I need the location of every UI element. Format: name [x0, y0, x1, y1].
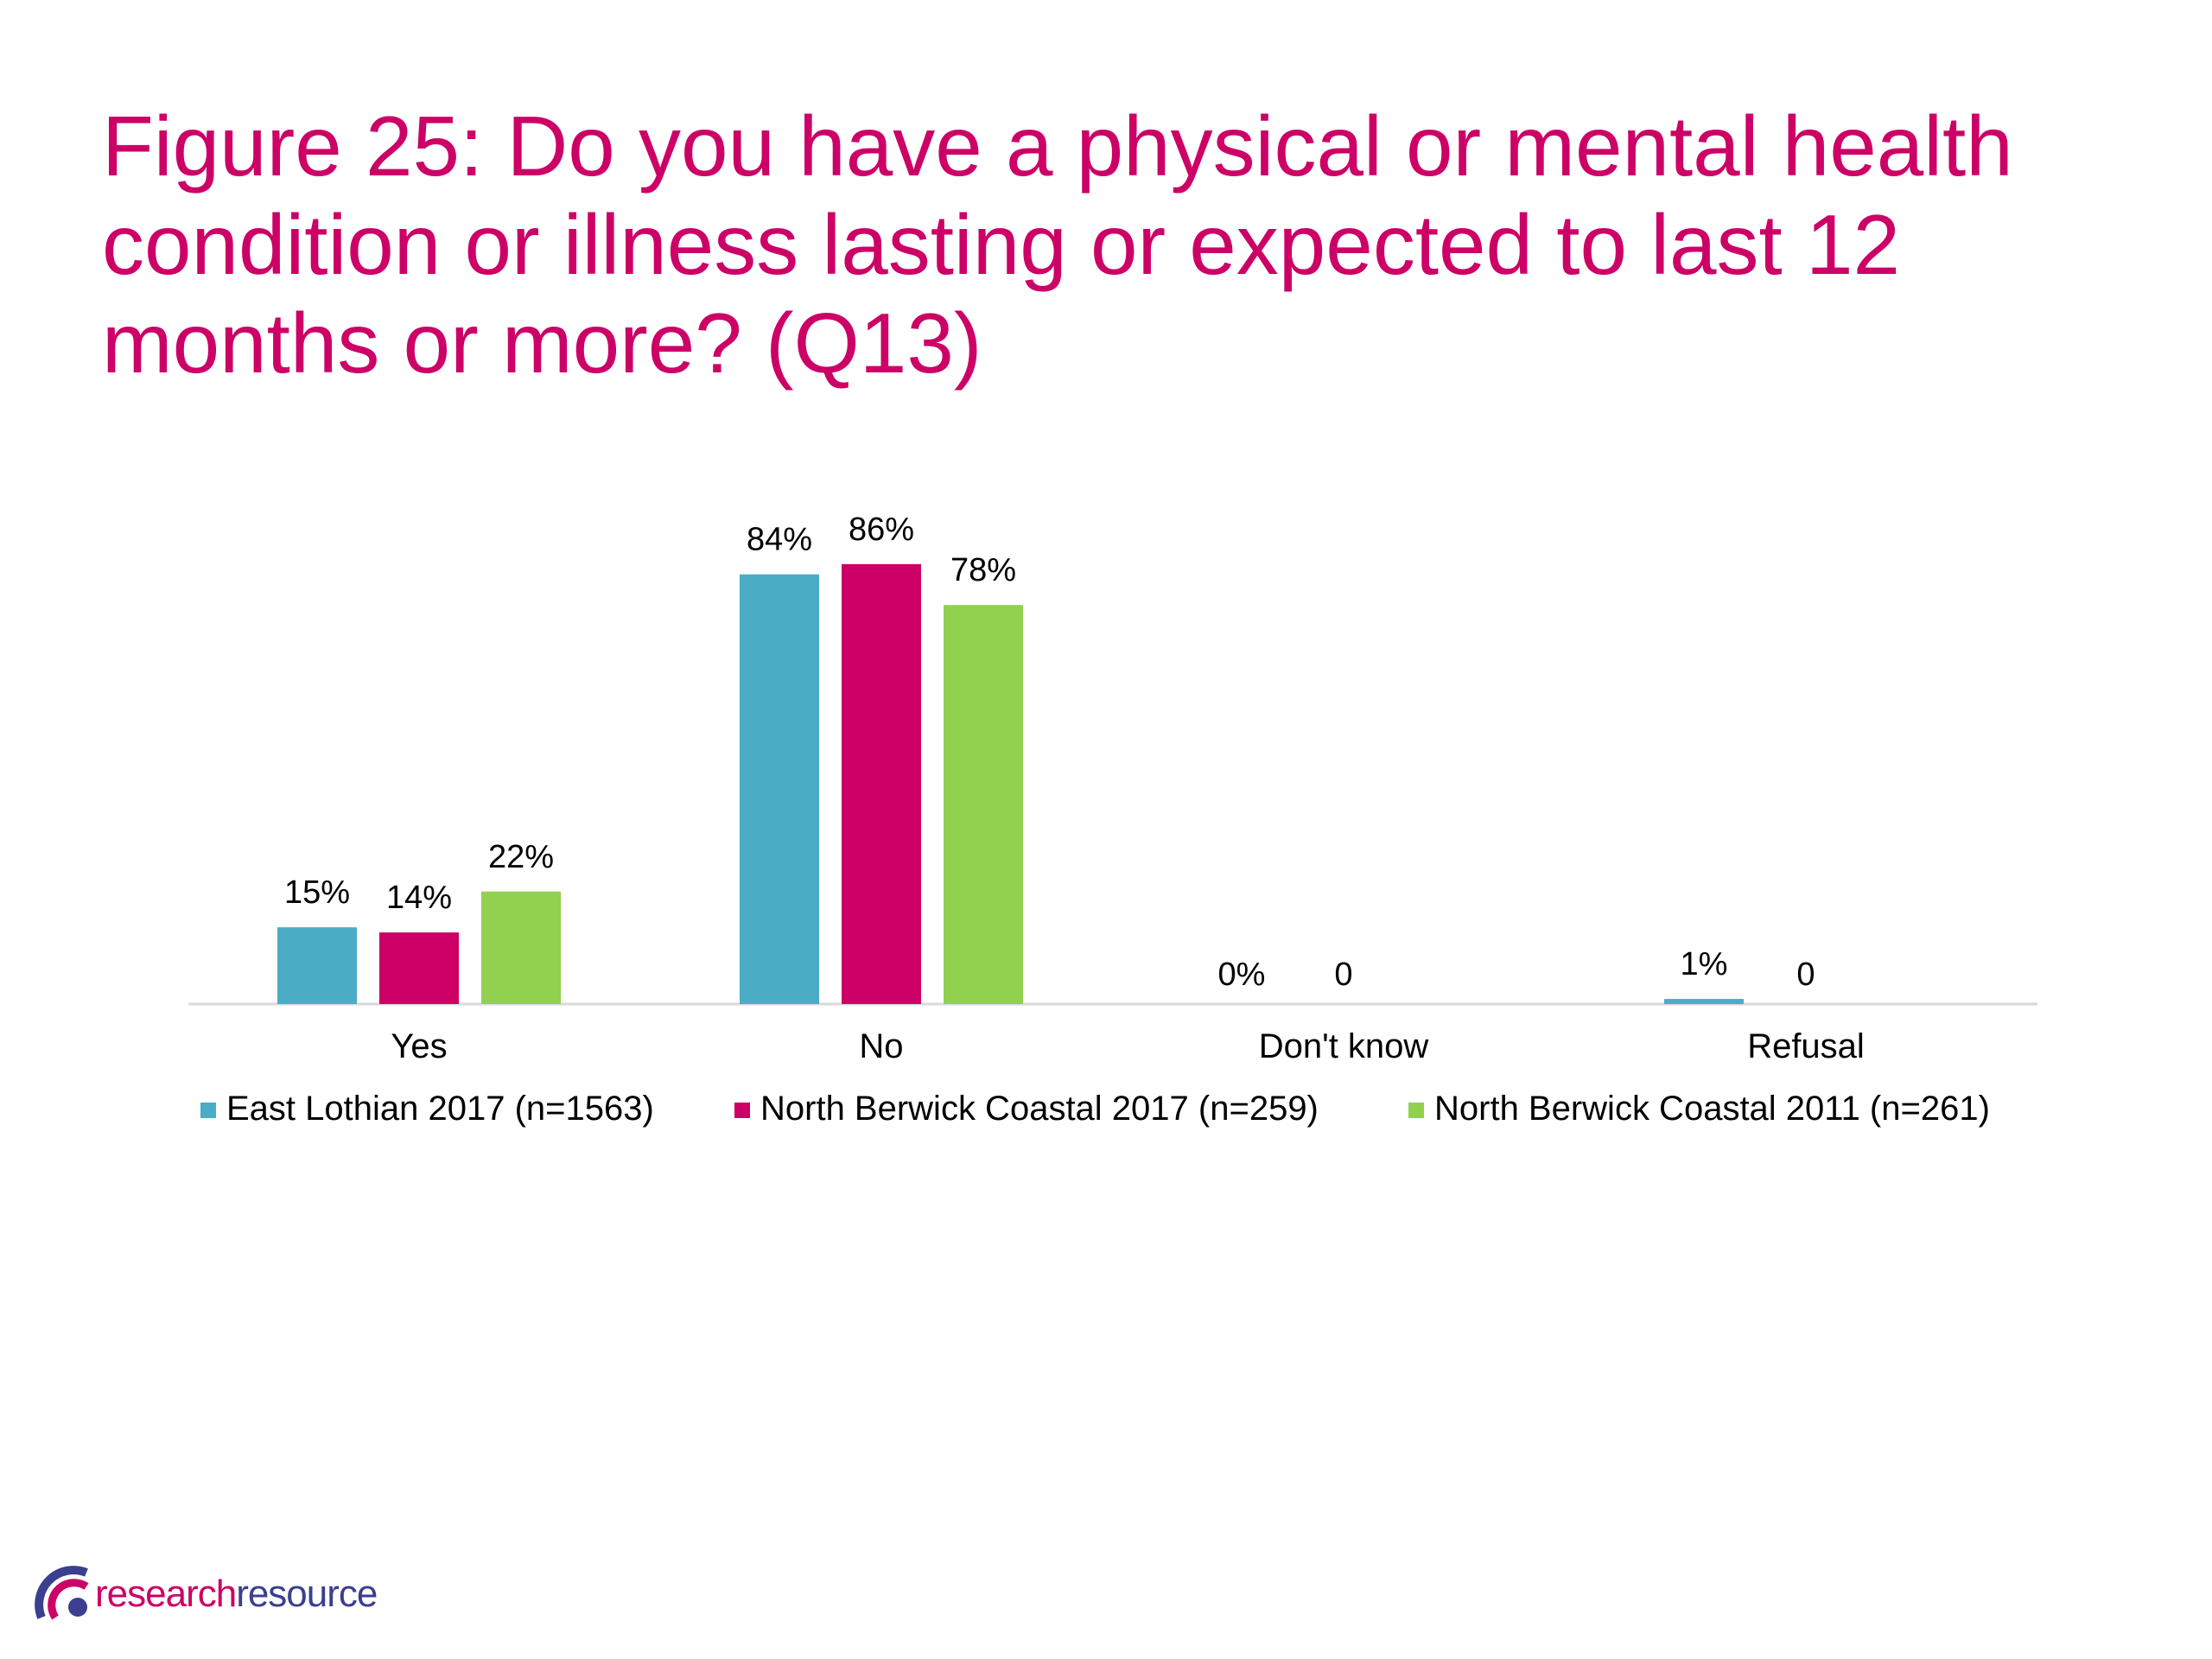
bar-2-no: [842, 563, 921, 1004]
bar-1-no: [740, 574, 819, 1004]
category-label: Yes: [391, 1027, 447, 1065]
bar-3-no: [944, 605, 1023, 1004]
category-label: Don't know: [1259, 1027, 1429, 1065]
data-label: 1%: [1681, 946, 1728, 982]
legend-swatch-1: [200, 1103, 216, 1118]
research-resource-logo: researchresource: [35, 1555, 378, 1633]
data-label: 22%: [488, 839, 554, 875]
data-label: 14%: [386, 880, 452, 916]
data-label: 0%: [1218, 957, 1266, 993]
legend-label-1: East Lothian 2017 (n=1563): [226, 1090, 654, 1128]
data-label: 15%: [284, 874, 350, 911]
logo-icon: [35, 1566, 89, 1620]
logo-text-research: research: [95, 1573, 237, 1615]
legend-swatch-2: [734, 1103, 750, 1118]
bar-chart: 15% 14% 22% Yes 84% 86% 78% No 0% 0 Don't know 1% 0 R…: [188, 512, 2037, 1128]
page-title: Figure 25: Do you have a physical or men…: [102, 99, 2013, 391]
bar-3-yes: [481, 891, 561, 1004]
data-label: 86%: [849, 512, 914, 548]
bar-1-refusal: [1664, 999, 1744, 1004]
legend-label-2: North Berwick Coastal 2017 (n=259): [760, 1090, 1319, 1128]
data-label: 0: [1334, 957, 1352, 993]
bar-2-yes: [379, 932, 459, 1004]
legend-swatch-3: [1408, 1103, 1424, 1118]
legend-label-3: North Berwick Coastal 2011 (n=261): [1434, 1090, 1990, 1128]
data-label: 84%: [747, 522, 812, 558]
data-label: 0: [1796, 957, 1815, 993]
logo-text-resource: resource: [236, 1573, 378, 1615]
bar-1-yes: [277, 927, 357, 1004]
category-label: No: [859, 1027, 903, 1065]
category-label: Refusal: [1747, 1027, 1865, 1065]
data-label: 78%: [950, 552, 1016, 588]
